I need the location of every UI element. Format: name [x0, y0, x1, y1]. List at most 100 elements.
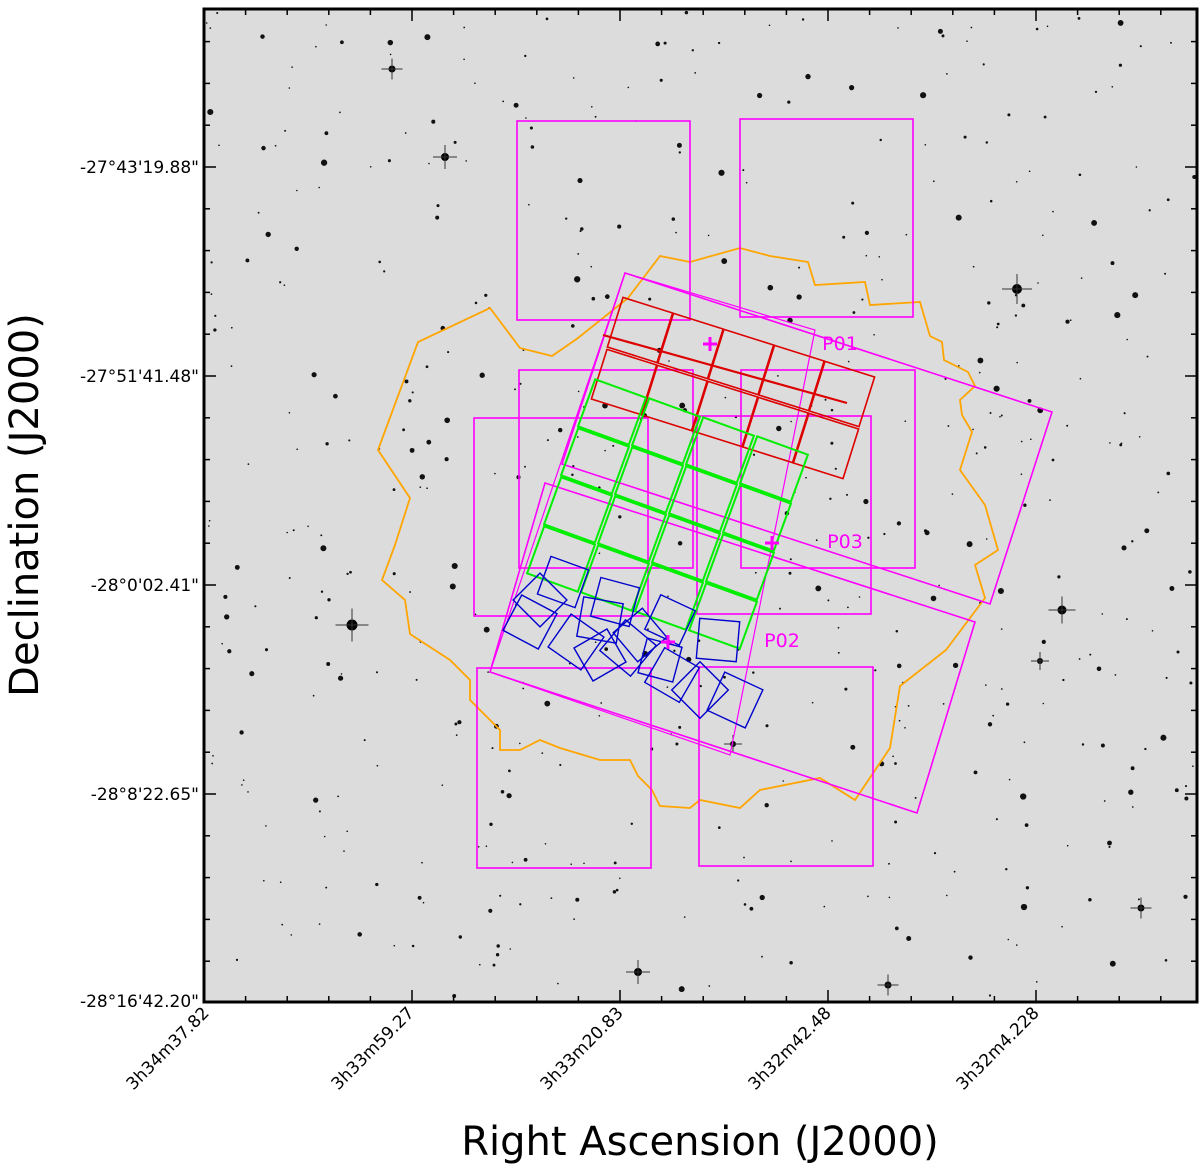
star — [393, 944, 396, 947]
star — [1130, 766, 1135, 771]
star — [264, 648, 269, 652]
star — [441, 784, 444, 786]
star — [529, 126, 533, 130]
star — [985, 141, 989, 144]
star — [944, 377, 947, 380]
star — [1078, 173, 1082, 177]
star — [907, 704, 910, 707]
star — [1041, 234, 1044, 237]
green-detector-tile — [613, 446, 685, 514]
star — [996, 322, 1000, 326]
star — [1007, 938, 1010, 941]
star — [463, 26, 466, 29]
star — [717, 41, 721, 45]
star — [274, 144, 277, 147]
star — [694, 72, 697, 74]
star — [604, 449, 606, 452]
red-detector-tile — [640, 364, 709, 432]
star — [987, 722, 993, 727]
red-detector-tile — [691, 380, 759, 448]
x-tick-label: 3h34m37.82 — [123, 1003, 214, 1094]
star — [743, 903, 747, 906]
star — [557, 982, 559, 985]
star — [873, 334, 875, 336]
star — [491, 747, 494, 750]
star — [1120, 442, 1123, 445]
star — [600, 702, 603, 704]
star — [708, 985, 711, 987]
star — [789, 558, 792, 561]
star — [1148, 209, 1151, 212]
star — [1041, 639, 1046, 645]
star — [291, 66, 293, 68]
star — [904, 420, 907, 423]
star — [245, 258, 250, 263]
star — [924, 530, 930, 536]
blue-field — [589, 576, 641, 628]
star — [577, 178, 583, 184]
star — [444, 417, 451, 424]
star — [1118, 63, 1122, 67]
green-detector-tile — [650, 514, 722, 582]
star — [1088, 897, 1092, 902]
star — [320, 159, 328, 166]
star — [544, 842, 547, 845]
star — [221, 642, 223, 645]
star — [837, 626, 840, 629]
star — [292, 529, 295, 532]
star — [906, 935, 912, 942]
star — [914, 796, 917, 799]
survey-outline-orange — [376, 247, 1000, 809]
star — [648, 297, 652, 301]
star — [502, 100, 505, 103]
star — [988, 994, 992, 997]
star — [1080, 277, 1083, 279]
star — [346, 830, 349, 833]
star — [223, 594, 228, 599]
star — [830, 408, 834, 412]
star — [745, 181, 748, 184]
star — [343, 850, 345, 852]
star — [458, 935, 463, 939]
star — [1049, 499, 1051, 501]
star — [844, 687, 848, 691]
star — [790, 860, 792, 863]
star — [500, 790, 505, 794]
star — [216, 11, 219, 15]
star — [378, 260, 382, 264]
blue-field — [502, 594, 558, 650]
star — [444, 457, 449, 462]
star — [484, 293, 488, 297]
star — [1005, 867, 1008, 871]
star — [1028, 170, 1031, 173]
star — [1126, 338, 1128, 341]
star — [447, 351, 450, 354]
red-detector-tile — [606, 296, 674, 364]
star — [463, 58, 465, 61]
star — [577, 253, 580, 255]
star — [477, 846, 480, 848]
star — [1117, 19, 1124, 26]
star — [671, 217, 676, 221]
star — [513, 102, 519, 108]
axis-ticks — [203, 9, 1197, 1002]
y-tick-label: -27°43'19.88" — [80, 158, 199, 178]
star — [363, 739, 366, 742]
star — [239, 730, 244, 735]
star — [1139, 45, 1142, 48]
blue-field — [575, 595, 625, 645]
star — [743, 856, 745, 859]
star — [1183, 894, 1188, 899]
magenta-field — [698, 666, 874, 867]
star — [590, 105, 593, 108]
star — [977, 357, 984, 364]
star — [815, 539, 818, 542]
green-detector-tile — [630, 397, 702, 465]
pointing-label: P03 — [827, 531, 863, 553]
star — [946, 894, 948, 897]
star — [894, 926, 899, 931]
star — [519, 742, 521, 745]
star — [946, 73, 948, 75]
star — [1062, 678, 1065, 682]
star — [678, 725, 682, 729]
